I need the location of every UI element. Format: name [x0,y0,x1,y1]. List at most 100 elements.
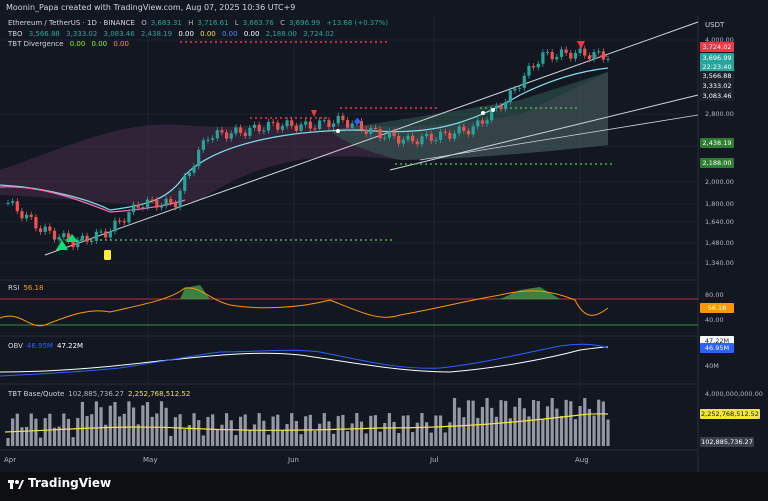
candle [80,235,85,240]
volume-bar [38,437,43,446]
candle [345,120,350,128]
volume-bar [90,414,94,446]
volume-bar [80,401,85,446]
candle [262,130,266,132]
candle [364,129,368,134]
candle [313,128,317,130]
candle [429,133,433,141]
volume-bar [252,424,257,446]
price-tick: 1,480.00 [705,239,734,247]
footer-bar [0,472,768,501]
flag-icon [104,250,111,260]
volume-bar [592,415,596,446]
x-tick: Apr [4,456,17,464]
volume-bar [443,432,447,446]
volume-bar [601,401,605,446]
volume-bar [387,413,391,446]
obv-tag: 46.95M [700,343,734,353]
volume-bar [573,419,578,446]
candle [215,130,219,139]
volume-bar [452,398,457,446]
buy-signal-icon [56,240,68,250]
candle [248,127,252,136]
volume-bar [341,414,345,446]
volume-bar [290,413,294,446]
volume-bar [229,420,233,446]
candle [294,125,298,131]
candle [187,172,191,176]
candle [397,135,401,144]
candle [550,52,554,60]
candle [457,126,461,134]
divergence-legend: TBT Divergence 0.00 0.00 0.00 [8,40,129,48]
candle [29,214,33,217]
volume-bar [555,408,559,446]
currency-label[interactable]: USDT [705,21,725,29]
candle [597,51,601,53]
x-tick: Aug [575,456,589,464]
volume-bar [522,408,526,446]
brand-name[interactable]: TradingView [28,476,112,490]
candle [462,126,466,131]
candle [383,137,387,139]
candle [238,127,243,133]
volume-bar [355,413,359,446]
candle [211,138,215,140]
candle [508,90,512,103]
obv-tag: 47.22M [700,336,734,346]
tbt-legend: TBT Base/Quote 102,885,736.27 2,252,768,51… [8,390,191,398]
candle [578,48,582,53]
candle [206,139,210,141]
volume-bar [406,415,410,446]
candle [271,121,275,123]
volume-bar [145,402,150,446]
candle [425,133,429,137]
volume-bar [564,399,568,446]
candle [299,124,303,131]
candle [164,198,168,206]
price-tick: 4,000.00 [705,36,734,44]
candle [141,207,145,209]
volume-bar [336,416,340,446]
candle [452,133,457,139]
volume-bar [76,417,80,446]
candle [601,51,605,60]
candle [131,204,136,213]
volume-bar [457,407,461,446]
volume-bar [34,418,38,446]
volume-bar [159,401,164,446]
candle [183,175,187,191]
volume-bar [383,423,387,446]
rsi-tag: 56.18 [700,303,734,313]
volume-bar [183,429,187,446]
candle [173,202,178,208]
volume-bar [197,420,201,446]
tradingview-logo-icon [8,480,24,489]
candle [373,128,378,130]
volume-bar [373,415,378,446]
volume-bar [411,432,415,446]
volume-bar [118,416,122,446]
volume-bar [173,417,178,446]
candle [66,233,71,241]
volume-bar [569,401,573,446]
symbol-name[interactable]: Ethereum / TetherUS · 1D · BINANCE [8,19,135,27]
volume-bar [25,426,29,446]
candle [127,212,131,223]
candle [225,132,229,139]
price-tick: 2,800.00 [705,110,734,118]
candle [322,120,326,122]
volume-bar [150,416,154,446]
candle [583,48,587,56]
candle [541,52,545,64]
candle [71,240,75,248]
volume-bar [187,425,191,446]
candle [136,204,140,208]
candle [229,133,233,139]
diamond-icon [353,117,362,126]
candle [290,120,294,126]
price-tick: 2,000.00 [705,178,734,186]
candles [6,45,610,251]
volume-bar [211,414,215,446]
